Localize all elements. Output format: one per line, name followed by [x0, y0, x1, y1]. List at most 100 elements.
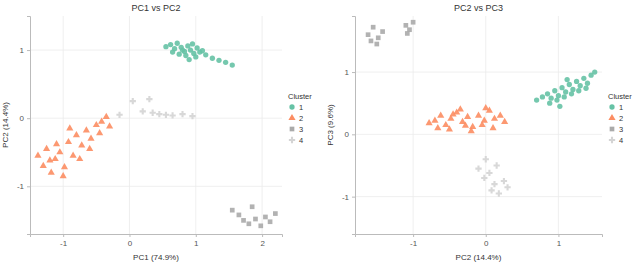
point [210, 56, 215, 61]
point [483, 156, 489, 162]
legend: Cluster1234 [288, 92, 312, 145]
grid-line [129, 16, 130, 234]
point [479, 121, 486, 127]
tick-mark [27, 118, 30, 119]
y-axis-line [352, 17, 356, 235]
point [76, 155, 83, 161]
plot-area: -101-101 [342, 16, 603, 248]
point [43, 145, 50, 151]
y-axis-title: PC3 (9.6%) [326, 104, 335, 146]
point [481, 175, 487, 181]
point [56, 148, 63, 154]
point [237, 213, 242, 218]
tick: -1 [410, 234, 418, 248]
tick-label: 0 [128, 239, 133, 248]
y-axis-line [27, 17, 31, 235]
point [434, 124, 441, 130]
panel: -101-101PC2 vs PC3PC2 (14.4%)PC3 (9.6%)C… [326, 3, 632, 262]
point [268, 219, 273, 224]
point [371, 25, 376, 30]
point [494, 162, 500, 168]
point [496, 190, 502, 196]
point [175, 41, 180, 46]
tick-mark [352, 72, 355, 73]
tick-mark [27, 50, 30, 51]
point [564, 77, 569, 82]
point [446, 125, 453, 131]
tick-mark [352, 197, 355, 198]
point [501, 118, 508, 124]
point [404, 23, 409, 28]
point [187, 57, 192, 62]
tick-label: 1 [20, 46, 25, 55]
point [52, 155, 59, 161]
point [163, 112, 169, 118]
point [179, 111, 185, 117]
tick-label: 0 [484, 239, 489, 248]
tick: -1 [342, 193, 355, 202]
legend-symbol [289, 137, 295, 143]
grid-line [30, 50, 282, 51]
point [468, 127, 475, 133]
point [46, 156, 53, 162]
legend-symbol [288, 114, 295, 120]
tick-mark [63, 234, 64, 237]
grid [355, 16, 602, 234]
point [170, 49, 175, 54]
legend-label: 2 [619, 114, 623, 123]
legend-label: 3 [299, 125, 303, 134]
point [442, 121, 449, 127]
point [374, 42, 379, 47]
panel: -1012-101PC1 vs PC2PC1 (74.9%)PC2 (14.4%… [1, 3, 312, 262]
point [40, 162, 47, 168]
legend-symbol [289, 104, 294, 109]
point [545, 91, 550, 96]
tick-mark [558, 234, 559, 237]
point [366, 32, 371, 37]
grid [30, 16, 282, 234]
legend-title: Cluster [288, 92, 312, 101]
point [48, 169, 55, 175]
grid-line [485, 16, 486, 234]
tick-label: 1 [194, 239, 199, 248]
legend-title: Cluster [608, 92, 632, 101]
point [78, 141, 85, 147]
point [491, 115, 498, 121]
point [450, 110, 457, 116]
point [193, 54, 198, 59]
point [540, 94, 545, 99]
point [189, 113, 195, 119]
point [486, 170, 492, 176]
point [405, 31, 410, 36]
point [411, 20, 416, 25]
point [583, 86, 588, 91]
tick-label: 2 [260, 239, 265, 248]
figure: -1012-101PC1 vs PC2PC1 (74.9%)PC2 (14.4%… [0, 0, 640, 268]
point [146, 96, 152, 102]
point [504, 184, 510, 190]
point [376, 35, 381, 40]
point [150, 110, 156, 116]
legend-label: 4 [299, 136, 303, 145]
grid-line [30, 118, 282, 119]
point [576, 88, 581, 93]
point [263, 215, 268, 220]
point [169, 112, 175, 118]
point [552, 88, 557, 93]
point [180, 47, 185, 52]
point [547, 101, 552, 106]
tick: -1 [60, 234, 68, 248]
point [250, 204, 255, 209]
legend-label: 2 [299, 114, 303, 123]
tick-mark [129, 234, 130, 237]
y-axis: -101 [17, 17, 31, 235]
point [585, 81, 590, 86]
point [168, 42, 173, 47]
point [34, 152, 41, 158]
tick-label: 0 [345, 130, 350, 139]
tick-mark [352, 134, 355, 135]
point [230, 62, 235, 67]
point [65, 138, 72, 144]
legend-symbol [608, 114, 615, 120]
point [253, 217, 258, 222]
